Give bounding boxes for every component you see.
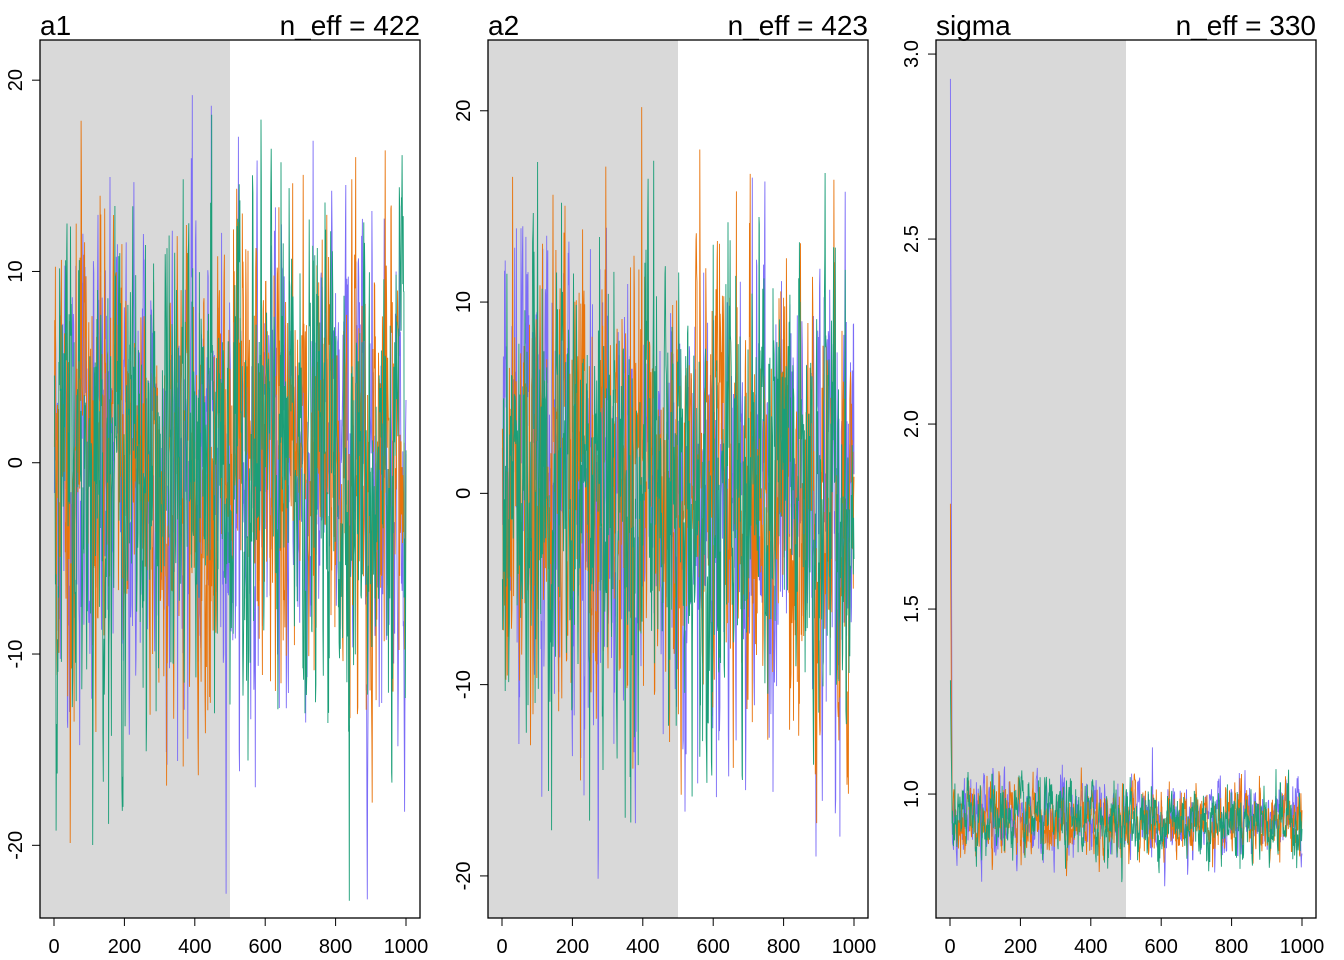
x-tick-label: 800: [767, 936, 800, 958]
y-tick-label: -10: [453, 670, 475, 699]
x-tick-label: 400: [626, 936, 659, 958]
y-tick-label: 10: [453, 291, 475, 313]
x-tick-label: 600: [697, 936, 730, 958]
chain-3-trace: [949, 680, 1303, 883]
plot-frame: [39, 39, 421, 919]
y-tick-label: -10: [5, 640, 27, 669]
x-tick-label: 400: [1074, 936, 1107, 958]
panel-title: sigma: [936, 10, 1011, 41]
y-tick-label: 20: [5, 69, 27, 91]
x-tick-label: 400: [178, 936, 211, 958]
y-tick-label: 10: [5, 260, 27, 282]
x-tick-label: 0: [944, 936, 955, 958]
y-tick-label: 20: [453, 100, 475, 122]
x-tick-label: 0: [496, 936, 507, 958]
panel-a2: 0 200 400 600 800 1000 -20 -10 0 10 20 a2 n_eff = 42…: [453, 10, 876, 958]
y-tick-label: 2.0: [901, 410, 923, 438]
n-eff-label: n_eff = 423: [728, 10, 868, 41]
n-eff-label: n_eff = 422: [280, 10, 420, 41]
y-tick-label: -20: [453, 861, 475, 890]
y-tick-label: -20: [5, 831, 27, 860]
y-tick-label: 2.5: [901, 225, 923, 253]
plot-frame: [487, 39, 869, 919]
x-tick-label: 1000: [384, 936, 429, 958]
y-tick-label: 3.0: [901, 40, 923, 68]
chain-1-trace: [53, 95, 407, 900]
y-tick-label: 1.5: [901, 595, 923, 623]
chain-3-trace: [501, 160, 855, 831]
x-tick-label: 800: [319, 936, 352, 958]
x-tick-label: 1000: [1280, 936, 1325, 958]
panel-title: a1: [40, 10, 71, 41]
x-tick-label: 600: [1145, 936, 1178, 958]
panel-sigma: 0 200 400 600 800 1000 1.0 1.5 2.0 2.5 3.0 sigma n_e…: [901, 10, 1324, 958]
warmup-region: [936, 40, 1126, 918]
x-tick-label: 200: [1004, 936, 1037, 958]
y-tick-label: 1.0: [901, 780, 923, 808]
n-eff-label: n_eff = 330: [1176, 10, 1316, 41]
panel-a1: 0 200 400 600 800 1000 -20 -10 0 10 20 a1 n_eff = 42…: [5, 10, 428, 958]
x-tick-label: 600: [249, 936, 282, 958]
panel-title: a2: [488, 10, 519, 41]
plot-frame: [935, 39, 1317, 919]
x-tick-label: 800: [1215, 936, 1248, 958]
y-tick-label: 0: [453, 488, 475, 499]
x-tick-label: 1000: [832, 936, 877, 958]
chain-3-trace: [53, 114, 407, 901]
x-tick-label: 200: [556, 936, 589, 958]
x-tick-label: 200: [108, 936, 141, 958]
y-tick-label: 0: [5, 457, 27, 468]
x-tick-label: 0: [48, 936, 59, 958]
